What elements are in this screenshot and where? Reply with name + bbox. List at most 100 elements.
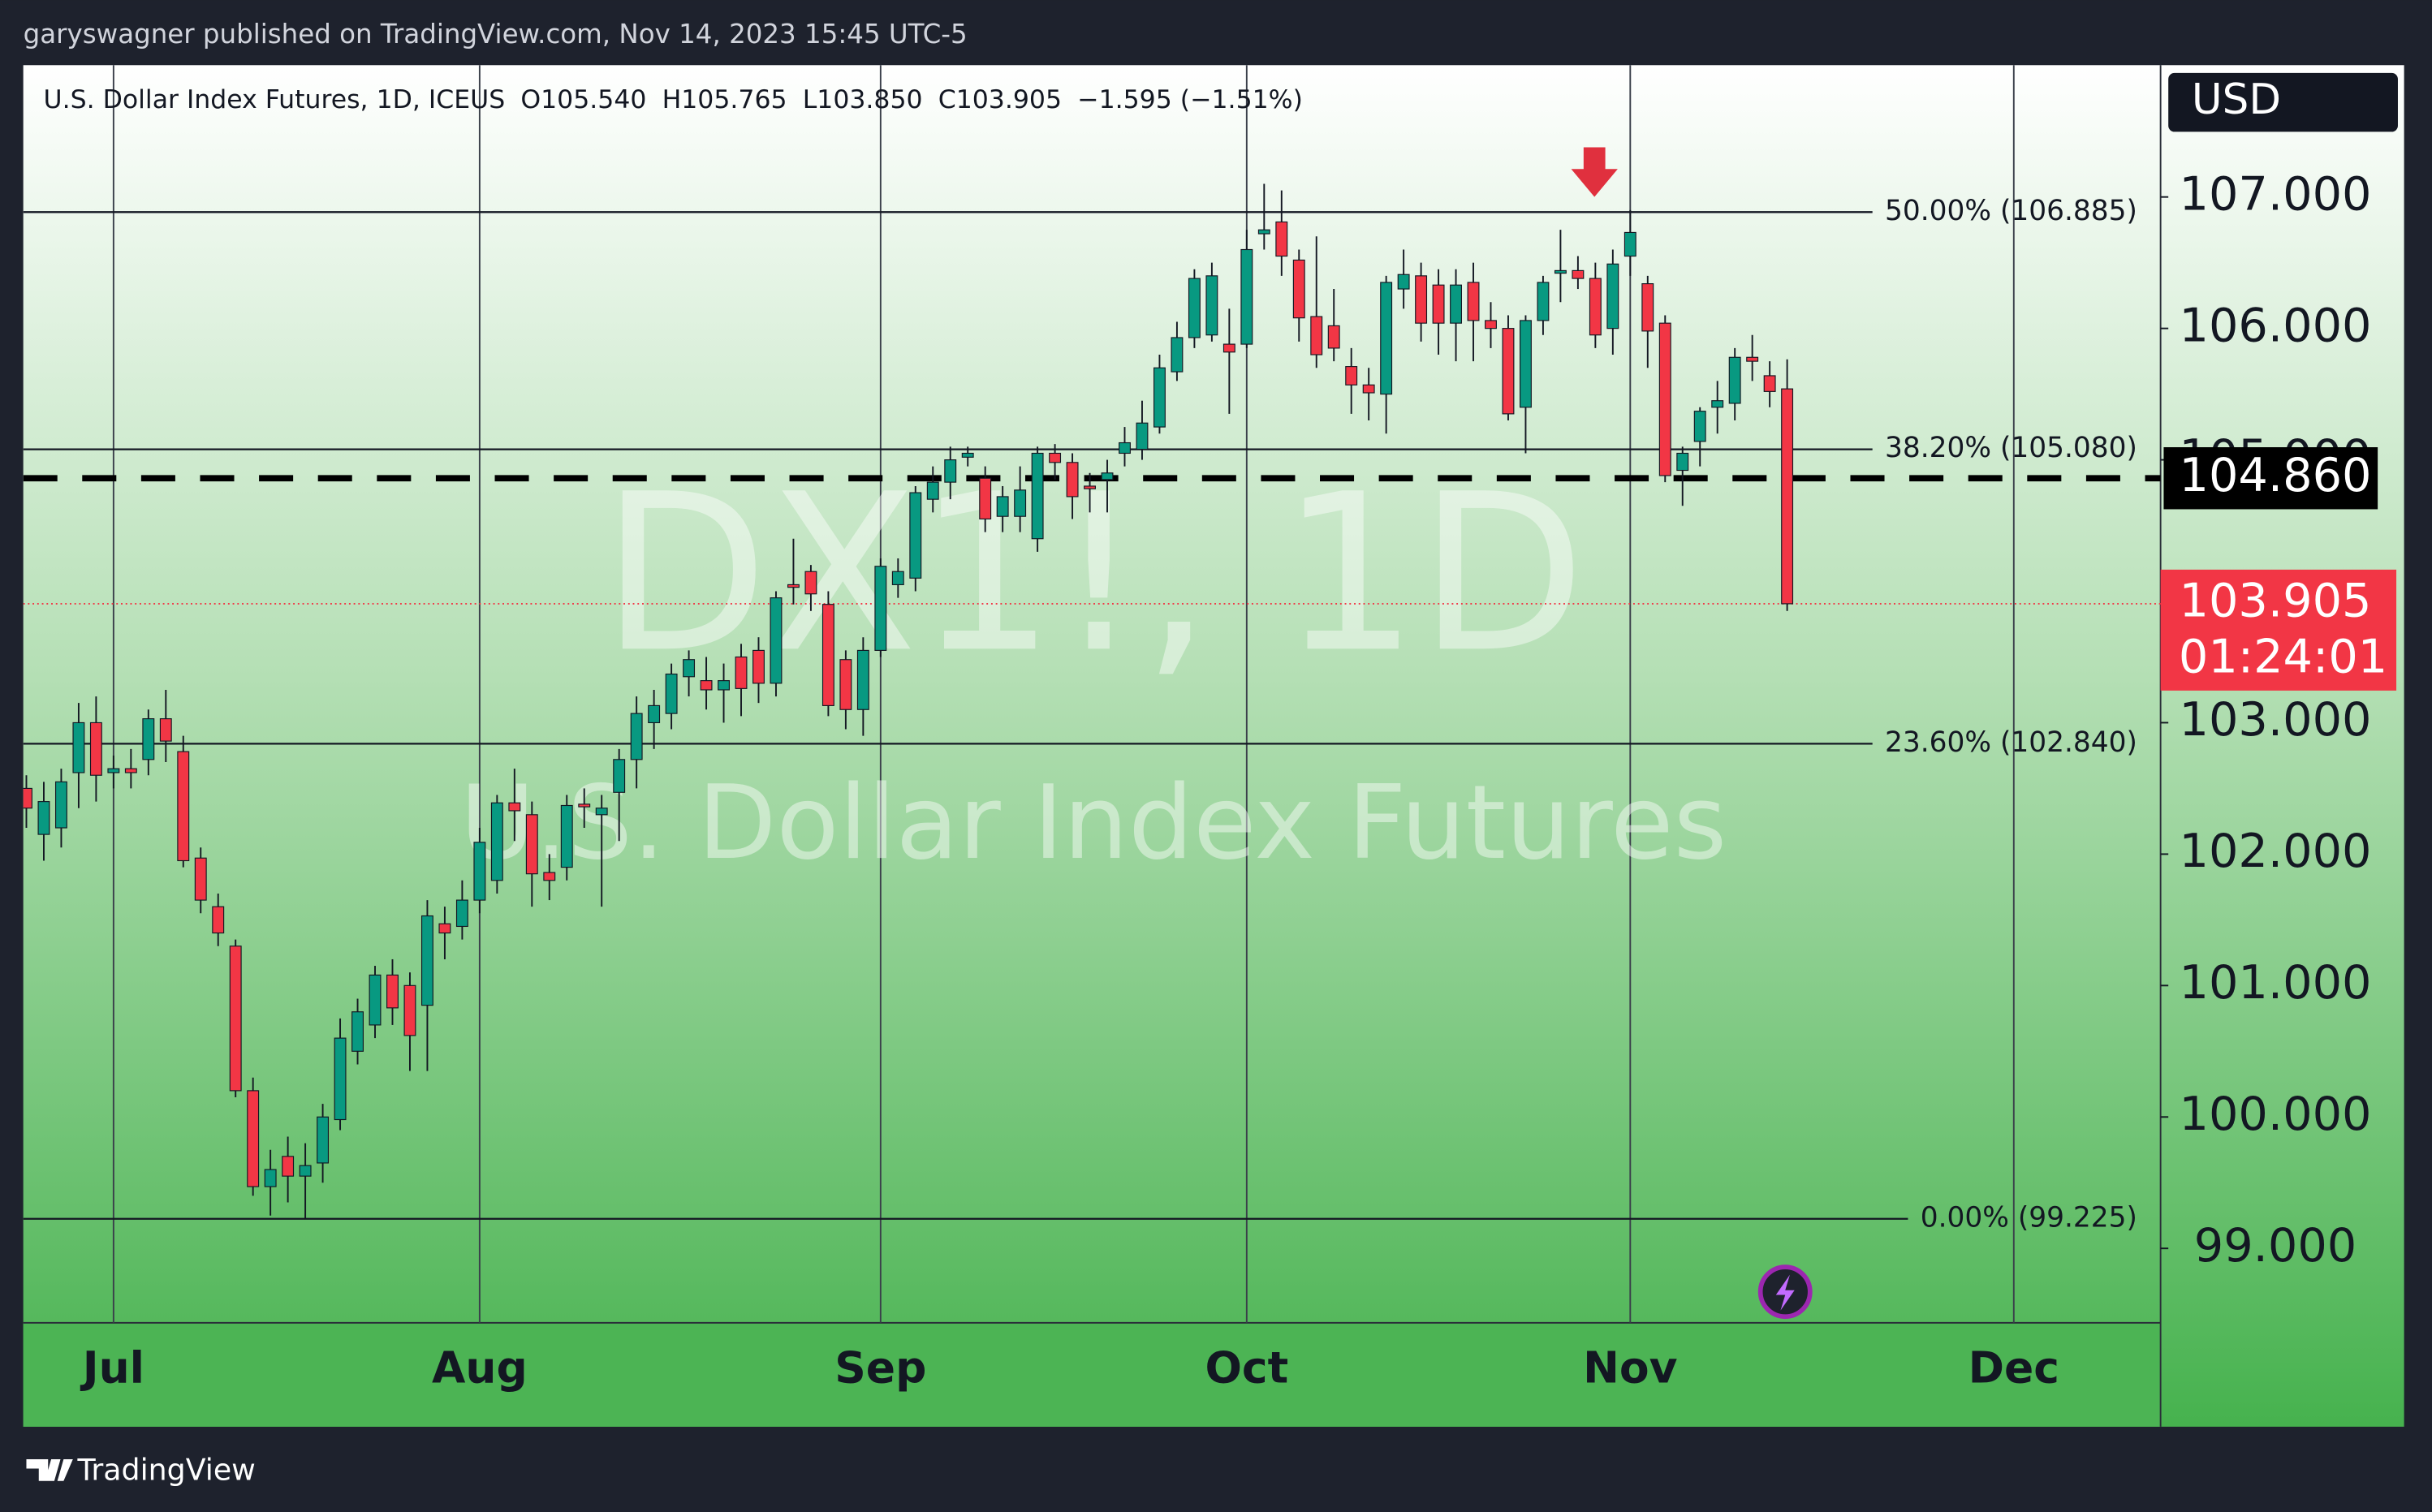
candle-body [1641,283,1654,332]
candle-body [856,649,869,710]
candle-body [1101,472,1114,480]
candle-body [212,906,225,934]
candle-body [1606,263,1619,330]
candle-body [1171,337,1184,373]
legend-open: O105.540 [520,85,646,114]
legend-change: −1.595 (−1.51%) [1077,85,1303,114]
legend: U.S. Dollar Index Futures, 1D, ICEUS O105… [44,85,1303,114]
candle-body [1728,356,1741,404]
candle-body [1415,275,1428,324]
candle-body [420,915,433,1006]
time-axis-background [23,1322,2161,1427]
candle-body [700,680,713,691]
candle-body [909,492,922,579]
y-tick-label: 103.000 [2180,692,2372,747]
candle-body [264,1169,277,1187]
candle-body [1222,343,1235,353]
last-price-badge [2160,569,2397,691]
candle-body [282,1156,295,1177]
candle-body [1014,489,1027,517]
candle-body [229,946,242,1092]
published-by: garyswagner published on TradingView.com… [24,19,968,50]
candle-body [142,718,155,760]
x-tick-label: Sep [834,1342,926,1394]
candle-body [1136,422,1149,450]
candle-body [508,802,521,812]
candle-body [1031,452,1044,540]
fib-label: 38.20% (105.080) [1885,432,2137,464]
candle-body [1345,366,1358,386]
candle-body [1572,269,1585,279]
y-tick-label: 106.000 [2180,298,2372,352]
candle-body [490,802,503,881]
candle-body [1746,356,1759,362]
candle-body [996,496,1009,517]
candle-body [159,718,172,742]
y-tick-label: 102.000 [2180,824,2372,878]
candle-body [630,713,643,760]
candle-body [89,722,102,776]
candle-body [124,768,137,773]
candle-body [1153,367,1166,428]
watermark-name: U.S. Dollar Index Futures [460,763,1727,882]
candle-body [718,680,730,691]
candle-body [299,1165,312,1177]
candle-body [1240,248,1253,345]
legend-symbol: U.S. Dollar Index Futures, 1D, ICEUS [44,85,506,114]
candle-body [944,459,957,483]
candle-body [473,842,486,901]
candle-body [72,722,85,773]
candle-body [839,659,852,710]
down-arrow-annotation [1571,147,1618,197]
candle-body [525,814,538,875]
candle-body [1781,388,1794,605]
candle-body [595,808,608,816]
currency-badge [2168,72,2398,132]
candle-body [874,566,887,651]
candle-body [1188,278,1201,338]
currency-label: USD [2192,75,2281,124]
fib-label: 0.00% (99.225) [1921,1201,2137,1234]
candle-body [1554,269,1567,274]
candle-body [1257,229,1270,235]
candle-body [23,787,32,809]
candle-body [683,659,696,678]
candle-body [961,452,974,458]
candle-body [752,649,765,684]
candle-body [926,481,939,500]
candle-body [1537,282,1550,321]
watermark-symbol: DX1!, 1D [602,448,1586,700]
candle-body [369,974,382,1026]
candle-body [891,571,904,585]
y-tick-label: 99.000 [2194,1218,2357,1273]
candle-body [1119,442,1131,454]
candle-body [770,597,783,684]
candle-body [1292,259,1305,319]
last-price-label: 103.905 [2180,574,2372,628]
candle-body [317,1116,330,1164]
candle-body [613,759,626,793]
candle-body [1485,320,1497,330]
candle-body [1693,411,1706,442]
alert-bolt [1775,1274,1795,1311]
legend-high: H105.765 [662,85,787,114]
candle-body [735,656,748,689]
candle-body [1658,322,1671,476]
candle-body [1502,328,1515,415]
candle-body [1049,452,1062,463]
candle-body [247,1090,260,1187]
fib-label: 23.60% (102.840) [1885,726,2137,759]
plot-under: DX1!, 1D U.S. Dollar Index Futures [23,65,2161,1323]
candle-body [804,571,817,595]
candle-body [1676,452,1689,472]
candle-body [1432,284,1445,324]
candle-body [54,781,67,829]
candle-body [107,768,120,773]
candle-body [1450,284,1463,324]
candle-body [1589,278,1602,336]
overlays: Jul Aug Sep Oct Nov Dec 50.00% (106.885) 38.20%… [80,166,2397,1394]
x-tick-label: Nov [1583,1342,1678,1394]
candle-body [1520,320,1532,408]
